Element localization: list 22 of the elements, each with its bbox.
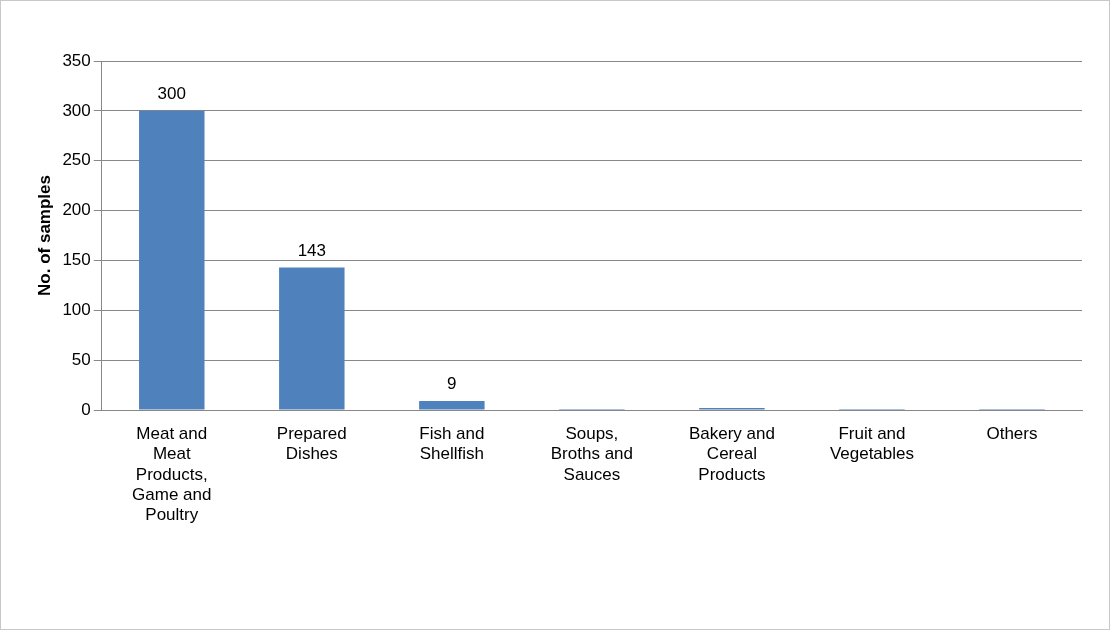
x-tick-label: Meat and Meat Products, Game and Poultry xyxy=(132,423,212,525)
y-tick-label: 150 xyxy=(62,250,91,270)
bar xyxy=(419,401,485,410)
x-tick-label: Prepared Dishes xyxy=(276,423,347,464)
y-tick-label: 0 xyxy=(81,399,91,419)
y-tick-label: 300 xyxy=(62,100,91,120)
x-tick-label: Others xyxy=(986,423,1038,443)
x-tick-label: Bakery and Cereal Products xyxy=(688,423,775,484)
y-tick-label: 100 xyxy=(62,299,91,319)
x-tick-label: Soups, Broths and Sauces xyxy=(550,423,633,484)
data-label: 9 xyxy=(447,374,457,394)
y-tick-label: 250 xyxy=(62,150,91,170)
data-label: 143 xyxy=(297,240,326,260)
bar xyxy=(139,110,205,410)
x-tick-label: Fruit and Vegetables xyxy=(829,423,915,464)
y-tick-label: 50 xyxy=(71,349,91,369)
bar xyxy=(279,267,345,410)
y-tick-label: 350 xyxy=(62,50,91,70)
y-tick-label: 200 xyxy=(62,200,91,220)
data-label: 300 xyxy=(157,84,186,104)
x-tick-label: Fish and Shellfish xyxy=(419,423,485,464)
y-axis-title: No. of samples xyxy=(34,175,54,296)
